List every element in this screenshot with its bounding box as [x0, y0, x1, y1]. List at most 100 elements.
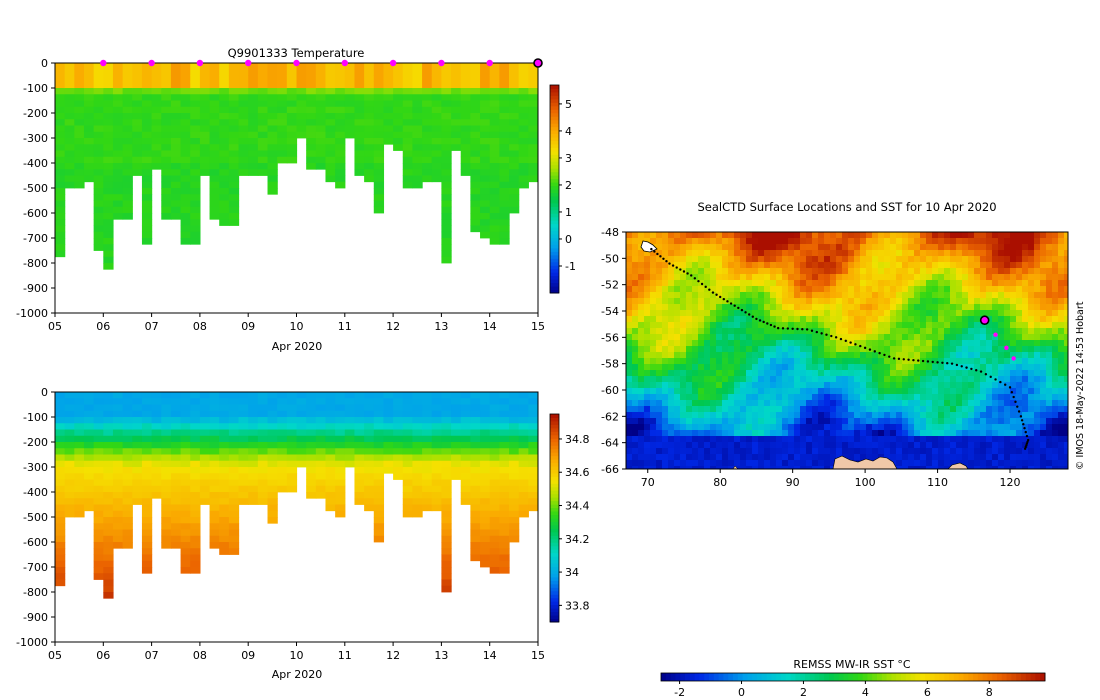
salinity-cell [209, 517, 220, 524]
sst-cell [662, 310, 669, 317]
salinity-cell [93, 510, 104, 518]
temperature-cell [315, 119, 327, 126]
sst-cell [638, 418, 645, 425]
sst-cell [812, 358, 819, 365]
sst-cell [962, 400, 969, 407]
sst-cell [776, 280, 783, 287]
sst-cell [962, 388, 969, 395]
sst-cell [758, 442, 765, 449]
temperature-cell [373, 206, 385, 214]
sst-cell [668, 304, 675, 311]
sst-cell [716, 424, 723, 431]
sst-cell [896, 304, 903, 311]
temperature-cell [141, 144, 153, 151]
temperature-cell [489, 175, 500, 183]
sst-cell [740, 412, 747, 419]
sst-cell [680, 406, 687, 413]
temperature-cell [228, 144, 240, 151]
colorbar-segment [550, 479, 559, 484]
salinity-cell [74, 417, 85, 424]
salinity-cell [228, 485, 240, 493]
sst-cell [800, 460, 807, 467]
sst-cell [740, 232, 747, 239]
sst-cell [728, 340, 735, 347]
temperature-cell [315, 150, 327, 158]
sst-cell [944, 268, 951, 275]
temperature-cell [209, 156, 220, 164]
salinity-cell [93, 435, 104, 443]
sst-cell [698, 466, 705, 469]
sst-cell [656, 406, 663, 413]
temperature-cell [93, 238, 104, 245]
temperature-cell [209, 88, 220, 95]
salinity-cell [103, 529, 114, 537]
sst-cell [968, 442, 975, 449]
salinity-cell [364, 448, 375, 455]
sst-cell [824, 286, 831, 293]
sst-cell [758, 292, 765, 299]
sst-cell [650, 280, 657, 287]
sst-cell [884, 430, 891, 437]
salinity-cell [354, 435, 365, 443]
sst-cell [776, 268, 783, 275]
salinity-cell [267, 498, 278, 505]
temperature-cell [151, 113, 162, 120]
sst-cell [782, 310, 789, 317]
temperature-cell [412, 144, 423, 151]
salinity-x-ticks: 05 06 07 08 09 10 11 12 13 14 15 [48, 642, 545, 662]
colorbar-segment [550, 472, 559, 477]
temperature-cell [228, 131, 240, 139]
salinity-cell [267, 517, 278, 524]
sst-cell [866, 436, 873, 443]
y-tick-label: -400 [23, 486, 48, 499]
sst-cell [884, 298, 891, 305]
temperature-cell [83, 163, 95, 170]
sst-cell [638, 370, 645, 377]
temperature-cell [470, 81, 481, 89]
sst-cell [914, 436, 921, 443]
sst-cell [794, 448, 801, 455]
sst-cell [974, 418, 981, 425]
temperature-cell [354, 163, 365, 170]
temperature-cell [286, 138, 298, 145]
salinity-cell [480, 423, 491, 430]
salinity-cell [103, 585, 114, 593]
salinity-cell [248, 442, 259, 449]
salinity-cell [219, 417, 230, 424]
colorbar-segment [550, 420, 559, 425]
sst-cell [806, 256, 813, 263]
temperature-cell [306, 131, 317, 139]
sst-cell [890, 364, 897, 371]
temperature-cell [219, 175, 230, 183]
salinity-cell [103, 579, 114, 587]
sst-cell [644, 334, 651, 341]
sst-cell [626, 442, 633, 449]
salinity-cell [228, 392, 240, 399]
salinity-cell [190, 460, 201, 468]
sst-cell [758, 388, 765, 395]
sst-cell [854, 304, 861, 311]
sst-cell [908, 376, 915, 383]
sst-cell [650, 424, 657, 431]
temperature-cell [267, 188, 278, 195]
temperature-cell [151, 125, 162, 133]
temperature-cell [518, 169, 529, 176]
sst-cell [782, 370, 789, 377]
salinity-cell [470, 467, 481, 474]
temperature-cell [441, 244, 452, 251]
sst-cell [926, 352, 933, 359]
colorbar-segment [550, 524, 559, 529]
sst-cell [722, 466, 729, 469]
temperature-cell [257, 75, 269, 83]
salinity-cell [199, 473, 211, 480]
sst-cell [896, 364, 903, 371]
temperature-cell [344, 81, 356, 89]
sst-cell [686, 268, 693, 275]
sst-cell [944, 244, 951, 251]
sst-cell [734, 256, 741, 263]
salinity-cell [64, 410, 75, 418]
temperature-cell [103, 213, 114, 220]
temperature-cell [141, 75, 153, 83]
sst-cell [938, 448, 945, 455]
sst-cell [854, 256, 861, 263]
